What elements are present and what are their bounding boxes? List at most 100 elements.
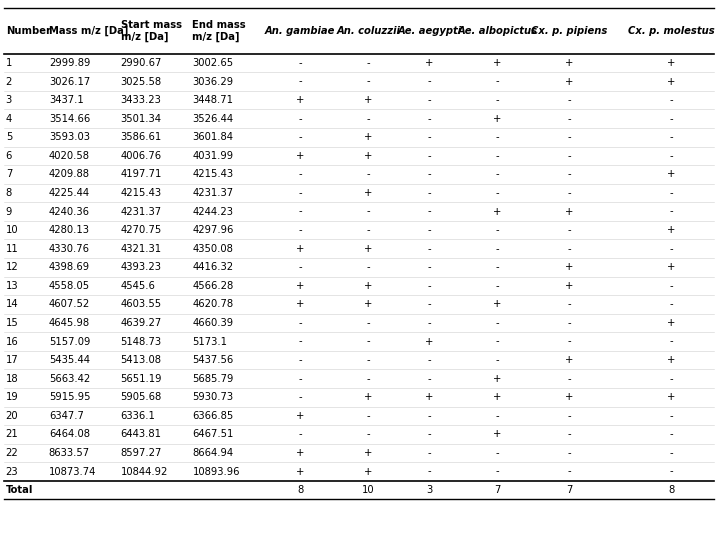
Text: -: -	[495, 281, 500, 291]
Text: -: -	[669, 207, 673, 216]
Text: 5651.19: 5651.19	[121, 374, 162, 384]
Text: 8: 8	[6, 188, 12, 198]
Text: 6336.1: 6336.1	[121, 411, 156, 421]
Text: +: +	[493, 58, 502, 68]
Text: Start mass
m/z [Da]: Start mass m/z [Da]	[121, 20, 182, 42]
Text: -: -	[495, 244, 500, 253]
Text: -: -	[427, 318, 432, 328]
Text: 4209.88: 4209.88	[49, 169, 90, 179]
Text: 5148.73: 5148.73	[121, 337, 162, 346]
Text: -: -	[567, 132, 572, 142]
Text: -: -	[298, 169, 302, 179]
Text: 5157.09: 5157.09	[49, 337, 90, 346]
Text: 5437.56: 5437.56	[192, 355, 233, 365]
Text: 4350.08: 4350.08	[192, 244, 233, 253]
Text: 12: 12	[6, 262, 19, 272]
Text: -: -	[427, 355, 432, 365]
Text: -: -	[366, 114, 370, 124]
Text: -: -	[495, 169, 500, 179]
Text: 21: 21	[6, 430, 19, 439]
Text: 3002.65: 3002.65	[192, 58, 233, 68]
Text: 5685.79: 5685.79	[192, 374, 234, 384]
Text: 6467.51: 6467.51	[192, 430, 234, 439]
Text: +: +	[364, 244, 373, 253]
Text: 13: 13	[6, 281, 19, 291]
Text: 4607.52: 4607.52	[49, 300, 90, 309]
Text: -: -	[567, 169, 572, 179]
Text: -: -	[669, 411, 673, 421]
Text: -: -	[427, 448, 432, 458]
Text: 10844.92: 10844.92	[121, 467, 168, 476]
Text: 4240.36: 4240.36	[49, 207, 90, 216]
Text: 10: 10	[362, 485, 375, 495]
Text: 14: 14	[6, 300, 19, 309]
Text: -: -	[298, 337, 302, 346]
Text: 7: 7	[495, 485, 500, 495]
Text: +: +	[364, 300, 373, 309]
Text: 3593.03: 3593.03	[49, 132, 90, 142]
Text: +: +	[565, 281, 574, 291]
Text: -: -	[298, 58, 302, 68]
Text: 3433.23: 3433.23	[121, 95, 162, 105]
Text: -: -	[298, 114, 302, 124]
Text: +: +	[296, 281, 304, 291]
Text: +: +	[667, 169, 676, 179]
Text: -: -	[427, 207, 432, 216]
Text: 19: 19	[6, 392, 19, 402]
Text: 3526.44: 3526.44	[192, 114, 233, 124]
Text: -: -	[427, 225, 432, 235]
Text: 10: 10	[6, 225, 19, 235]
Text: 4416.32: 4416.32	[192, 262, 233, 272]
Text: 2: 2	[6, 77, 12, 86]
Text: 3025.58: 3025.58	[121, 77, 162, 86]
Text: 6: 6	[6, 151, 12, 161]
Text: -: -	[366, 374, 370, 384]
Text: -: -	[567, 244, 572, 253]
Text: 4620.78: 4620.78	[192, 300, 233, 309]
Text: 4398.69: 4398.69	[49, 262, 90, 272]
Text: -: -	[567, 337, 572, 346]
Text: +: +	[667, 318, 676, 328]
Text: -: -	[366, 318, 370, 328]
Text: 4603.55: 4603.55	[121, 300, 162, 309]
Text: +: +	[364, 151, 373, 161]
Text: 4639.27: 4639.27	[121, 318, 162, 328]
Text: -: -	[669, 337, 673, 346]
Text: -: -	[427, 262, 432, 272]
Text: -: -	[427, 169, 432, 179]
Text: -: -	[495, 262, 500, 272]
Text: 4215.43: 4215.43	[192, 169, 233, 179]
Text: +: +	[364, 392, 373, 402]
Text: 3437.1: 3437.1	[49, 95, 83, 105]
Text: -: -	[298, 392, 302, 402]
Text: -: -	[669, 374, 673, 384]
Text: -: -	[669, 430, 673, 439]
Text: 2999.89: 2999.89	[49, 58, 90, 68]
Text: 6443.81: 6443.81	[121, 430, 162, 439]
Text: 4645.98: 4645.98	[49, 318, 90, 328]
Text: 6464.08: 6464.08	[49, 430, 90, 439]
Text: +: +	[667, 355, 676, 365]
Text: 5915.95: 5915.95	[49, 392, 90, 402]
Text: +: +	[667, 77, 676, 86]
Text: 4215.43: 4215.43	[121, 188, 162, 198]
Text: -: -	[567, 188, 572, 198]
Text: +: +	[565, 392, 574, 402]
Text: 10893.96: 10893.96	[192, 467, 240, 476]
Text: 17: 17	[6, 355, 19, 365]
Text: +: +	[667, 58, 676, 68]
Text: 3: 3	[426, 485, 432, 495]
Text: -: -	[495, 77, 500, 86]
Text: -: -	[298, 225, 302, 235]
Text: -: -	[495, 467, 500, 476]
Text: -: -	[366, 58, 370, 68]
Text: -: -	[669, 132, 673, 142]
Text: 1: 1	[6, 58, 12, 68]
Text: -: -	[567, 95, 572, 105]
Text: -: -	[669, 151, 673, 161]
Text: 4566.28: 4566.28	[192, 281, 233, 291]
Text: 6366.85: 6366.85	[192, 411, 233, 421]
Text: 4545.6: 4545.6	[121, 281, 156, 291]
Text: 10873.74: 10873.74	[49, 467, 96, 476]
Text: 22: 22	[6, 448, 19, 458]
